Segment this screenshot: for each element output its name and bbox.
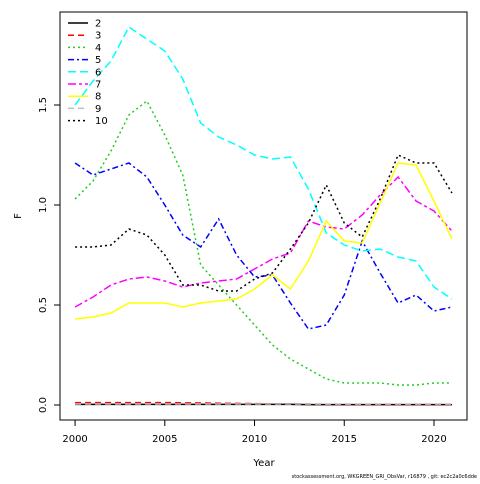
series-line bbox=[75, 177, 452, 307]
y-axis-label: F bbox=[13, 213, 24, 219]
series-line bbox=[75, 155, 452, 291]
x-tick-label: 2010 bbox=[242, 434, 267, 445]
x-tick-label: 2020 bbox=[421, 434, 446, 445]
footer: stockassessment.org, WKGREEN_GRI_ObsVar,… bbox=[292, 474, 477, 480]
legend-label: 7 bbox=[95, 80, 101, 91]
legend-label: 8 bbox=[95, 92, 101, 103]
legend-label: 3 bbox=[95, 31, 101, 42]
plot-frame bbox=[60, 12, 467, 420]
y-tick-label: 0.5 bbox=[38, 297, 49, 313]
legend-label: 10 bbox=[95, 116, 108, 127]
legend-label: 4 bbox=[95, 43, 101, 54]
legend-label: 6 bbox=[95, 67, 101, 78]
y-tick-label: 1.0 bbox=[38, 197, 49, 213]
legend-label: 9 bbox=[95, 104, 101, 115]
x-tick-label: 2015 bbox=[332, 434, 357, 445]
y-tick-label: 0.0 bbox=[38, 397, 49, 413]
y-tick-label: 1.5 bbox=[38, 97, 49, 113]
legend-label: 2 bbox=[95, 19, 101, 30]
x-axis-label: Year bbox=[252, 458, 275, 469]
series-line bbox=[75, 163, 452, 319]
legend-label: 5 bbox=[95, 55, 101, 66]
series-line bbox=[75, 163, 452, 329]
series-line bbox=[75, 101, 452, 385]
x-tick-label: 2005 bbox=[152, 434, 177, 445]
x-tick-label: 2000 bbox=[62, 434, 87, 445]
